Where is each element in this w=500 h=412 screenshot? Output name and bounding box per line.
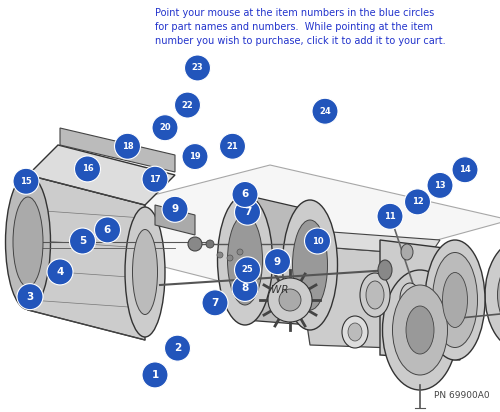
- Ellipse shape: [309, 229, 321, 241]
- Text: 19: 19: [189, 152, 201, 161]
- Polygon shape: [295, 245, 450, 350]
- Ellipse shape: [401, 244, 413, 260]
- Polygon shape: [245, 195, 310, 325]
- Circle shape: [70, 228, 96, 254]
- Ellipse shape: [132, 229, 158, 314]
- Text: 24: 24: [319, 107, 331, 116]
- Polygon shape: [155, 205, 195, 235]
- Text: 6: 6: [104, 225, 111, 235]
- Circle shape: [264, 248, 290, 275]
- Circle shape: [452, 157, 478, 183]
- Circle shape: [427, 172, 453, 199]
- Text: WR: WR: [271, 285, 289, 295]
- Text: 9: 9: [274, 257, 281, 267]
- Ellipse shape: [342, 316, 368, 348]
- Circle shape: [182, 143, 208, 170]
- Circle shape: [234, 257, 260, 283]
- Text: 10: 10: [312, 236, 324, 246]
- Ellipse shape: [366, 281, 384, 309]
- Ellipse shape: [279, 289, 301, 311]
- Text: 18: 18: [122, 142, 134, 151]
- Text: 11: 11: [384, 212, 396, 221]
- Circle shape: [232, 275, 258, 302]
- Circle shape: [13, 168, 39, 194]
- Text: 6: 6: [242, 190, 248, 199]
- Polygon shape: [28, 145, 175, 205]
- Ellipse shape: [485, 240, 500, 350]
- Circle shape: [377, 203, 403, 229]
- Text: 21: 21: [226, 142, 238, 151]
- Text: 7: 7: [244, 207, 251, 217]
- Text: 12: 12: [412, 197, 424, 206]
- Ellipse shape: [382, 270, 458, 390]
- Ellipse shape: [432, 253, 478, 347]
- Ellipse shape: [282, 200, 338, 330]
- Polygon shape: [60, 128, 175, 172]
- Ellipse shape: [6, 175, 51, 309]
- Text: Point your mouse at the item numbers in the blue circles
for part names and numb: Point your mouse at the item numbers in …: [155, 8, 446, 46]
- Text: 13: 13: [434, 181, 446, 190]
- Text: 14: 14: [459, 165, 471, 174]
- Polygon shape: [28, 175, 145, 340]
- Text: 4: 4: [56, 267, 64, 277]
- Text: 23: 23: [192, 63, 203, 73]
- Text: PN 69900A0: PN 69900A0: [434, 391, 490, 400]
- Text: 1: 1: [152, 370, 158, 380]
- Ellipse shape: [442, 272, 468, 328]
- Text: 5: 5: [79, 236, 86, 246]
- Text: 9: 9: [172, 204, 178, 214]
- Circle shape: [142, 362, 168, 388]
- Text: 25: 25: [242, 265, 254, 274]
- Circle shape: [74, 156, 101, 182]
- Ellipse shape: [13, 197, 43, 287]
- Ellipse shape: [268, 278, 312, 322]
- Ellipse shape: [125, 207, 165, 337]
- Circle shape: [232, 181, 258, 208]
- Text: 2: 2: [174, 343, 181, 353]
- Ellipse shape: [206, 240, 214, 248]
- Ellipse shape: [227, 255, 233, 261]
- Ellipse shape: [392, 285, 448, 375]
- Circle shape: [17, 283, 43, 310]
- Text: 16: 16: [82, 164, 94, 173]
- Ellipse shape: [406, 306, 434, 354]
- Text: 17: 17: [149, 175, 161, 184]
- Circle shape: [152, 115, 178, 141]
- Text: 20: 20: [159, 123, 171, 132]
- Ellipse shape: [348, 323, 362, 341]
- Text: 3: 3: [26, 292, 34, 302]
- Circle shape: [47, 259, 73, 285]
- Circle shape: [404, 189, 430, 215]
- Polygon shape: [18, 165, 500, 290]
- Circle shape: [202, 290, 228, 316]
- Ellipse shape: [237, 249, 243, 255]
- Circle shape: [184, 55, 210, 81]
- Circle shape: [164, 335, 190, 361]
- Ellipse shape: [292, 220, 328, 310]
- Circle shape: [312, 98, 338, 124]
- Circle shape: [234, 199, 260, 225]
- Ellipse shape: [425, 240, 485, 360]
- Ellipse shape: [228, 215, 262, 305]
- Circle shape: [220, 133, 246, 159]
- Circle shape: [114, 133, 140, 159]
- Circle shape: [162, 196, 188, 222]
- Circle shape: [142, 166, 168, 192]
- Ellipse shape: [360, 273, 390, 317]
- Text: 15: 15: [20, 177, 32, 186]
- Text: 7: 7: [212, 298, 218, 308]
- Ellipse shape: [400, 283, 420, 313]
- Circle shape: [174, 92, 201, 118]
- Ellipse shape: [498, 259, 500, 331]
- Polygon shape: [380, 240, 460, 360]
- Ellipse shape: [378, 260, 392, 280]
- Text: 22: 22: [182, 101, 194, 110]
- Text: 8: 8: [242, 283, 248, 293]
- Polygon shape: [295, 230, 440, 255]
- Ellipse shape: [218, 195, 272, 325]
- Ellipse shape: [217, 252, 223, 258]
- Circle shape: [304, 228, 330, 254]
- Circle shape: [94, 217, 120, 243]
- Ellipse shape: [188, 237, 202, 251]
